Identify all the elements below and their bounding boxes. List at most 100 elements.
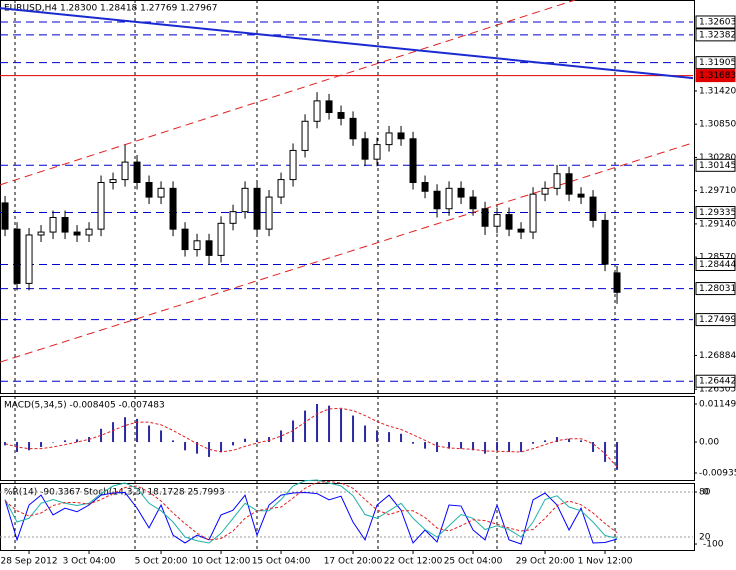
- macd-title: MACD(5,34,5) -0.008405 -0.007483: [4, 401, 165, 411]
- candle-body: [265, 196, 273, 230]
- macd-bar: [292, 420, 295, 443]
- level-label-box: [695, 257, 736, 271]
- candle: [289, 143, 297, 187]
- candle-body: [85, 228, 93, 236]
- y-tick-label: 20: [699, 533, 711, 543]
- macd-bar: [328, 405, 331, 443]
- macd-bar: [40, 442, 43, 448]
- candle: [217, 216, 225, 263]
- candle: [109, 172, 117, 190]
- level-label: 1.31683: [699, 71, 736, 81]
- macd-bar: [256, 440, 259, 443]
- candle-body: [1, 202, 9, 230]
- candle: [529, 187, 537, 240]
- macd-bar: [340, 408, 343, 443]
- macd-bar: [460, 442, 463, 449]
- macd-bar: [112, 422, 115, 443]
- macd-bar: [412, 442, 415, 444]
- level-label-box: [695, 313, 736, 327]
- candle-body: [601, 219, 609, 265]
- x-tick-label: 22 Oct 12:00: [384, 557, 443, 567]
- candle-body: [481, 208, 489, 227]
- macd-bar: [484, 442, 487, 454]
- series-line: [4, 481, 618, 541]
- level-label: 1.28031: [699, 284, 736, 294]
- macd-bar: [580, 440, 583, 443]
- candle-body: [373, 144, 381, 160]
- day-separators: [14, 0, 616, 550]
- level-label-box: [695, 158, 736, 172]
- candle-body: [109, 179, 117, 184]
- candle: [193, 233, 201, 257]
- candle-body: [169, 187, 177, 230]
- candle: [25, 227, 33, 291]
- y-tick-label: 1.26305: [699, 385, 736, 395]
- level-label-box: [695, 282, 736, 296]
- level-label: 1.32603: [699, 17, 736, 27]
- level-label: 1.31905: [699, 58, 736, 68]
- macd-bar: [400, 433, 403, 443]
- candle-body: [97, 182, 105, 230]
- candle-body: [133, 161, 141, 184]
- candle-body: [301, 120, 309, 151]
- y-tick-label: 1.29140: [699, 219, 736, 229]
- macd-bar: [232, 442, 235, 446]
- candle-body: [493, 214, 501, 227]
- candle: [409, 131, 417, 190]
- level-label: 1.28444: [699, 260, 736, 270]
- y-tick-label: 80: [699, 488, 711, 498]
- candle: [553, 165, 561, 196]
- candle-body: [409, 138, 417, 184]
- x-tick-label: 17 Oct 20:00: [324, 557, 383, 567]
- macd-bar: [172, 440, 175, 443]
- candle-body: [361, 138, 369, 160]
- candle: [253, 181, 261, 237]
- macd-bar: [604, 442, 607, 462]
- series-line: [4, 492, 618, 545]
- candle: [277, 172, 285, 205]
- candle: [373, 137, 381, 167]
- y-tick-label: 1.30850: [699, 120, 736, 130]
- macd-bar: [388, 432, 391, 443]
- candle-body: [337, 112, 345, 119]
- candle: [505, 207, 513, 237]
- macd-frame: [0, 396, 695, 481]
- candle: [349, 111, 357, 146]
- candle-body: [613, 272, 621, 293]
- macd-bar: [364, 425, 367, 443]
- x-tick-label: 29 Oct 20:00: [516, 557, 575, 567]
- candle-body: [49, 216, 57, 233]
- candle: [541, 181, 549, 202]
- candle-body: [121, 161, 129, 181]
- macd-bar: [448, 442, 451, 449]
- x-tick-label: 28 Sep 2012: [1, 557, 58, 567]
- series-line: [4, 479, 618, 544]
- level-label-box: [695, 15, 736, 29]
- candle-body: [553, 173, 561, 189]
- candle: [337, 105, 345, 126]
- macd-bar: [280, 430, 283, 443]
- candle-body: [25, 234, 33, 284]
- level-label: 1.27499: [699, 315, 736, 325]
- candle: [433, 184, 441, 218]
- y-tick-label: 1.28570: [699, 253, 736, 263]
- level-label-box: [695, 28, 736, 42]
- candle: [157, 181, 165, 205]
- macd-bar: [376, 430, 379, 443]
- candle: [241, 181, 249, 219]
- candle-body: [181, 228, 189, 251]
- y-tick-label: -0.00935: [699, 468, 736, 478]
- candle-body: [325, 100, 333, 114]
- level-label: 1.26442: [699, 377, 736, 387]
- candle: [397, 125, 405, 146]
- candle: [469, 190, 477, 216]
- candle: [97, 175, 105, 237]
- candle-body: [313, 100, 321, 122]
- macd-bar: [268, 437, 271, 443]
- x-tick-label: 10 Oct 12:00: [192, 557, 251, 567]
- y-tick-label: 1.30280: [699, 153, 736, 163]
- candle-body: [457, 187, 465, 198]
- candle-body: [349, 117, 357, 140]
- candle: [517, 222, 525, 240]
- candle: [13, 222, 21, 291]
